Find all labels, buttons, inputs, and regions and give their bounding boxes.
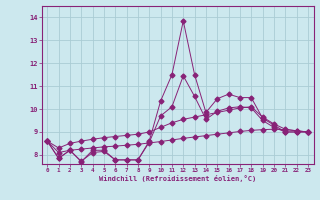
- X-axis label: Windchill (Refroidissement éolien,°C): Windchill (Refroidissement éolien,°C): [99, 175, 256, 182]
